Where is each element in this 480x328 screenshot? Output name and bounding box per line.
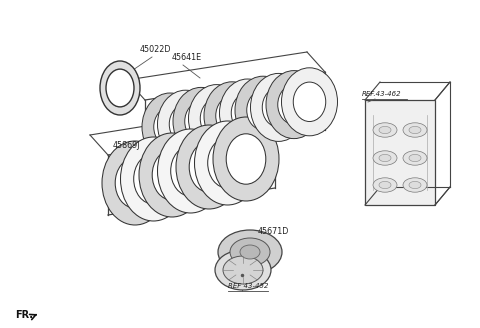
Text: 45641E: 45641E <box>172 53 202 62</box>
Ellipse shape <box>379 126 391 133</box>
Ellipse shape <box>134 154 173 204</box>
Text: 45671D: 45671D <box>258 227 289 236</box>
Bar <box>365 100 435 205</box>
Ellipse shape <box>218 230 282 274</box>
Ellipse shape <box>100 61 140 115</box>
Ellipse shape <box>373 151 397 165</box>
Ellipse shape <box>208 138 247 188</box>
Ellipse shape <box>251 73 307 141</box>
Ellipse shape <box>379 154 391 162</box>
Ellipse shape <box>216 96 248 135</box>
Ellipse shape <box>213 117 279 201</box>
Text: REF 43-452: REF 43-452 <box>228 283 268 289</box>
Text: 45022D: 45022D <box>140 45 171 54</box>
Ellipse shape <box>106 69 134 107</box>
Ellipse shape <box>373 123 397 137</box>
Ellipse shape <box>171 146 210 196</box>
Ellipse shape <box>293 82 326 121</box>
Ellipse shape <box>247 91 279 130</box>
Ellipse shape <box>189 85 244 153</box>
Ellipse shape <box>115 158 155 208</box>
Ellipse shape <box>102 141 168 225</box>
Ellipse shape <box>226 134 266 184</box>
Ellipse shape <box>120 137 187 221</box>
Ellipse shape <box>409 181 421 189</box>
Text: FR.: FR. <box>15 310 33 320</box>
Ellipse shape <box>373 178 397 192</box>
Ellipse shape <box>278 85 310 124</box>
Ellipse shape <box>157 129 224 213</box>
Ellipse shape <box>379 181 391 189</box>
Ellipse shape <box>154 107 186 147</box>
Ellipse shape <box>409 154 421 162</box>
Ellipse shape <box>223 256 263 284</box>
Ellipse shape <box>240 245 260 259</box>
Ellipse shape <box>194 121 261 205</box>
Ellipse shape <box>176 125 242 209</box>
Ellipse shape <box>139 133 205 217</box>
Ellipse shape <box>403 123 427 137</box>
Ellipse shape <box>204 82 260 150</box>
Ellipse shape <box>266 71 322 139</box>
Ellipse shape <box>235 76 291 144</box>
Ellipse shape <box>200 99 233 138</box>
Ellipse shape <box>152 150 192 200</box>
Ellipse shape <box>262 88 295 127</box>
Ellipse shape <box>281 68 337 136</box>
Ellipse shape <box>189 142 229 192</box>
Ellipse shape <box>185 102 217 141</box>
Ellipse shape <box>219 79 276 147</box>
Ellipse shape <box>403 178 427 192</box>
Ellipse shape <box>157 90 214 158</box>
Ellipse shape <box>169 105 202 144</box>
Ellipse shape <box>142 93 198 161</box>
Text: REF.43-462: REF.43-462 <box>362 91 402 97</box>
Ellipse shape <box>231 93 264 133</box>
Ellipse shape <box>215 250 271 290</box>
Ellipse shape <box>173 87 229 155</box>
Text: 45869J: 45869J <box>113 141 141 150</box>
Ellipse shape <box>409 126 421 133</box>
Ellipse shape <box>403 151 427 165</box>
Ellipse shape <box>230 238 270 266</box>
